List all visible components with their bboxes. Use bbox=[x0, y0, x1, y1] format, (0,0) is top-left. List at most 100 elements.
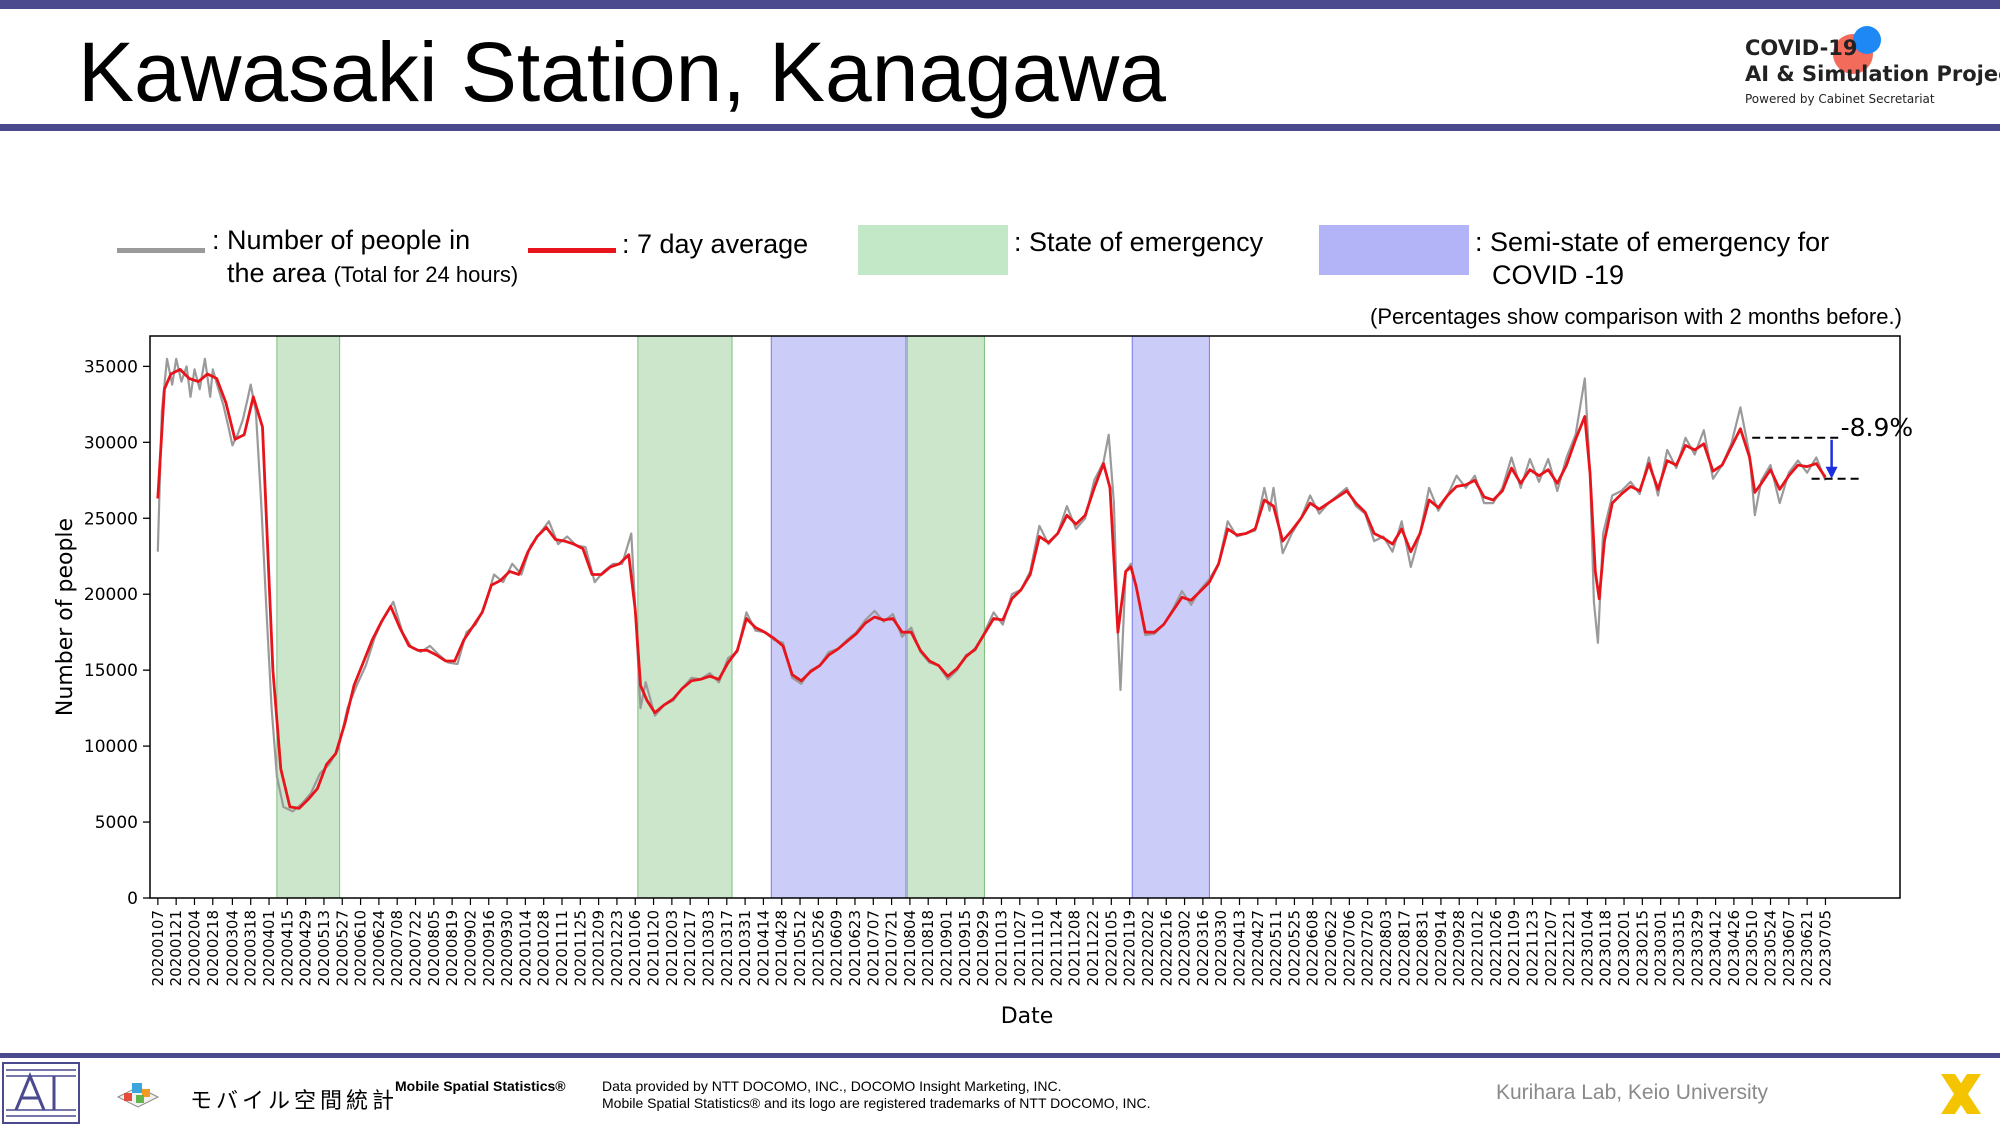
x-tick-label: 20220622 bbox=[1322, 910, 1340, 986]
x-tick-label: 20210915 bbox=[956, 910, 974, 986]
x-tick-label: 20221221 bbox=[1560, 910, 1578, 986]
data-credit-line-1: Data provided by NTT DOCOMO, INC., DOCOM… bbox=[602, 1078, 1062, 1094]
x-tick-label: 20221012 bbox=[1469, 910, 1487, 986]
x-tick-label: 20201111 bbox=[553, 910, 571, 986]
x-tick-label: 20210609 bbox=[828, 910, 846, 986]
x-tick-label: 20220817 bbox=[1395, 910, 1413, 986]
x-tick-label: 20230426 bbox=[1725, 910, 1743, 986]
x-tick-label: 20230621 bbox=[1798, 910, 1816, 986]
x-tick-label: 20200819 bbox=[443, 910, 461, 986]
change-percentage-label: -8.9% bbox=[1841, 413, 1914, 442]
x-tick-label: 20210120 bbox=[645, 910, 663, 986]
x-tick-label: 20220413 bbox=[1230, 910, 1248, 986]
x-tick-label: 20200708 bbox=[388, 910, 406, 986]
x-tick-label: 20201125 bbox=[571, 910, 589, 986]
x-tick-label: 20210106 bbox=[626, 910, 644, 986]
x-tick-label: 20220316 bbox=[1194, 910, 1212, 986]
x-tick-label: 20220525 bbox=[1285, 910, 1303, 986]
x-tick-label: 20220914 bbox=[1432, 910, 1450, 986]
legend-raw-label-area: the area bbox=[227, 258, 327, 288]
x-tick-label: 20230705 bbox=[1816, 910, 1834, 986]
y-axis-label: Number of people bbox=[53, 518, 78, 716]
x-tick-label: 20210303 bbox=[699, 910, 717, 986]
x-tick-label: 20211110 bbox=[1029, 910, 1047, 986]
plot-frame bbox=[149, 335, 1901, 899]
x-tick-label: 20210428 bbox=[773, 910, 791, 986]
x-tick-label: 20210217 bbox=[681, 910, 699, 986]
x-logo-icon bbox=[1941, 1074, 1981, 1114]
y-tick-label: 10000 bbox=[84, 737, 138, 757]
y-tick-label: 0 bbox=[127, 889, 138, 909]
x-tick-label: 20230301 bbox=[1652, 910, 1670, 986]
y-tick-label: 15000 bbox=[84, 661, 138, 681]
x-tick-label: 20220511 bbox=[1267, 910, 1285, 986]
x-tick-label: 20221123 bbox=[1523, 910, 1541, 986]
data-credit-line-2: Mobile Spatial Statistics® and its logo … bbox=[602, 1095, 1151, 1111]
x-tick-label: 20201223 bbox=[608, 910, 626, 986]
x-tick-label: 20211124 bbox=[1047, 910, 1065, 986]
x-tick-label: 20230118 bbox=[1597, 910, 1615, 986]
emergency-period-3 bbox=[906, 335, 985, 899]
x-tick-label: 20221026 bbox=[1487, 910, 1505, 986]
x-tick-label: 20210929 bbox=[974, 910, 992, 986]
x-tick-label: 20210317 bbox=[718, 910, 736, 986]
x-tick-label: 20220330 bbox=[1212, 910, 1230, 986]
x-tick-label: 20200401 bbox=[260, 910, 278, 986]
legend-avg-label: : 7 day average bbox=[622, 229, 809, 259]
y-tick-label: 25000 bbox=[84, 509, 138, 529]
legend-raw-swatch bbox=[117, 248, 205, 253]
legend-raw-label-small: (Total for 24 hours) bbox=[333, 262, 519, 287]
legend-raw-label: : Number of people in bbox=[212, 225, 471, 255]
x-tick-label: 20210331 bbox=[736, 910, 754, 986]
x-tick-label: 20220216 bbox=[1157, 910, 1175, 986]
x-tick-label: 20220720 bbox=[1359, 910, 1377, 986]
x-tick-label: 20230607 bbox=[1780, 910, 1798, 986]
people-count-chart: 0 5000 10000 15000 20000 25000 30000 35000 20200… bbox=[53, 335, 1914, 1029]
footer-divider bbox=[0, 1053, 2000, 1058]
series-line-people-count bbox=[156, 357, 1827, 813]
change-arrow-head-icon bbox=[1825, 466, 1838, 479]
x-tick-label: 20200527 bbox=[333, 910, 351, 986]
x-tick-label: 20210804 bbox=[901, 910, 919, 986]
semi-emergency-period-2 bbox=[1131, 335, 1210, 899]
x-tick-label: 20220803 bbox=[1377, 910, 1395, 986]
x-tick-label: 20200415 bbox=[278, 910, 296, 986]
series-line-7-day-average bbox=[156, 368, 1827, 810]
x-tick-label: 20200204 bbox=[185, 910, 203, 986]
percentage-note: (Percentages show comparison with 2 mont… bbox=[1370, 304, 1902, 329]
x-tick-label: 20211208 bbox=[1066, 910, 1084, 986]
mobile-stats-logo-text: モバイル空間統計 bbox=[190, 1089, 399, 1114]
x-tick-label: 20200930 bbox=[498, 910, 516, 986]
mobile-spatial-statistics-logo: モバイル空間統計 bbox=[110, 1075, 394, 1115]
mobile-cubes-icon bbox=[116, 1083, 160, 1108]
covid-ai-project-logo: COVID-19 AI & Simulation Project Powered… bbox=[1745, 26, 2000, 116]
x-tick-label: 20200513 bbox=[315, 910, 333, 986]
x-tick-label: 20221207 bbox=[1542, 910, 1560, 986]
logo-blue-dot-icon bbox=[1853, 26, 1881, 54]
brand-line-1: COVID-19 bbox=[1745, 36, 1858, 60]
x-tick-label: 20221109 bbox=[1505, 910, 1523, 986]
data-credit: Data provided by NTT DOCOMO, INC., DOCOM… bbox=[602, 1078, 1150, 1112]
x-tick-label: 20211013 bbox=[992, 910, 1010, 986]
x-tick-label: 20210818 bbox=[919, 910, 937, 986]
x-tick-label: 20230524 bbox=[1762, 910, 1780, 986]
lab-credit: Kurihara Lab, Keio University bbox=[1496, 1081, 1768, 1104]
legend-semi-label-1: : Semi-state of emergency for bbox=[1475, 227, 1830, 257]
page-title: Kawasaki Station, Kanagawa bbox=[78, 25, 1167, 119]
x-tick-label: 20200916 bbox=[480, 910, 498, 986]
x-tick-label: 20200610 bbox=[352, 910, 370, 986]
x-tick-label: 20200318 bbox=[242, 910, 260, 986]
legend-emergency-swatch bbox=[858, 225, 1008, 275]
x-tick-label: 20200429 bbox=[297, 910, 315, 986]
x-tick-label: 20201209 bbox=[590, 910, 608, 986]
x-tick-label: 20230329 bbox=[1688, 910, 1706, 986]
x-tick-label: 20200902 bbox=[461, 910, 479, 986]
legend-semi-swatch bbox=[1319, 225, 1469, 275]
semi-emergency-period-1 bbox=[770, 335, 907, 899]
x-tick-label: 20210512 bbox=[791, 910, 809, 986]
emergency-period-2 bbox=[637, 335, 733, 899]
brand-line-2: AI & Simulation Project bbox=[1745, 62, 2000, 86]
x-tick-label: 20201014 bbox=[516, 910, 534, 986]
y-tick-label: 35000 bbox=[84, 357, 138, 377]
x-tick-label: 20230104 bbox=[1578, 910, 1596, 986]
